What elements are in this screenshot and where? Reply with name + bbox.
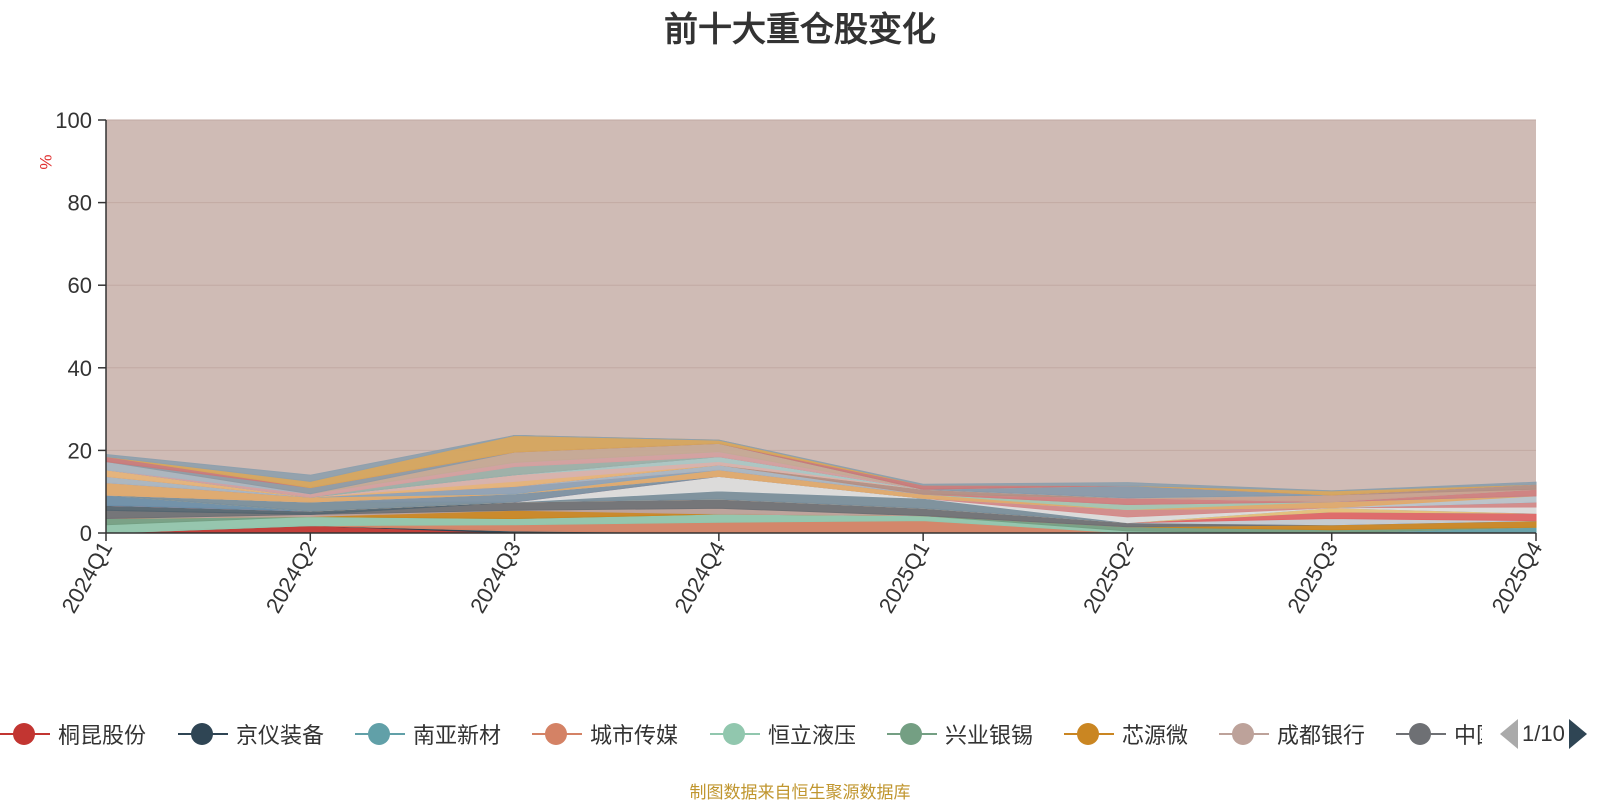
legend-label: 南亚新材 — [413, 723, 502, 748]
legend-marker-icon — [178, 719, 228, 749]
legend: 桐昆股份 京仪装备 南亚新材 城市传媒 恒立液压 兴业银锡 芯源微 成都银行 中国巨石 1/10 — [0, 714, 1600, 754]
legend-item-5[interactable]: 兴业银锡 — [887, 714, 1033, 754]
legend-label: 京仪装备 — [236, 723, 325, 748]
y-tick-label: 40 — [68, 356, 92, 381]
legend-next-page-button[interactable] — [1568, 719, 1587, 749]
legend-label: 芯源微 — [1122, 723, 1189, 748]
legend-marker-icon — [0, 719, 50, 749]
chart-title: 前十大重仓股变化 — [664, 11, 936, 49]
source-note: 制图数据来自恒生聚源数据库 — [689, 783, 911, 802]
legend-item-2[interactable]: 南亚新材 — [355, 714, 501, 754]
y-tick-label: 60 — [68, 273, 92, 298]
legend-item-6[interactable]: 芯源微 — [1064, 714, 1188, 754]
legend-marker-icon — [710, 719, 760, 749]
y-axis-label: % — [36, 154, 55, 169]
y-tick-label: 20 — [68, 438, 92, 463]
x-tick-label: 2025Q4 — [1487, 537, 1548, 617]
legend-label: 成都银行 — [1277, 723, 1366, 748]
legend-marker-icon — [1219, 719, 1269, 749]
legend-marker-icon — [1396, 719, 1446, 749]
legend-label: 桐昆股份 — [58, 723, 147, 748]
x-axis-ticks: 2024Q1 2024Q2 2024Q3 2024Q4 2025Q1 2025Q2 2025… — [57, 533, 1548, 617]
legend-marker-icon — [887, 719, 937, 749]
x-tick-label: 2025Q1 — [874, 537, 935, 617]
legend-page-indicator: 1/10 — [1522, 721, 1565, 746]
x-tick-label: 2025Q3 — [1282, 537, 1343, 617]
legend-label: 恒立液压 — [768, 723, 857, 748]
x-tick-label: 2024Q1 — [57, 537, 118, 617]
legend-marker-icon — [1064, 719, 1114, 749]
x-tick-label: 2024Q4 — [669, 537, 730, 617]
legend-item-4[interactable]: 恒立液压 — [710, 714, 856, 754]
y-tick-label: 80 — [68, 191, 92, 216]
legend-item-8[interactable]: 中国巨石 — [1396, 714, 1482, 754]
y-tick-label: 0 — [80, 521, 92, 546]
legend-item-7[interactable]: 成都银行 — [1219, 714, 1365, 754]
y-axis-ticks: 0 20 40 60 80 100 — [55, 108, 106, 546]
legend-pager: 1/10 — [1500, 714, 1587, 754]
legend-item-0[interactable]: 桐昆股份 — [0, 714, 146, 754]
area-series-group — [105, 435, 1537, 534]
legend-item-1[interactable]: 京仪装备 — [178, 714, 324, 754]
x-tick-label: 2024Q2 — [261, 537, 322, 617]
x-tick-label: 2024Q3 — [465, 537, 526, 617]
x-tick-label: 2025Q2 — [1078, 537, 1139, 617]
legend-label: 中国巨石 — [1454, 723, 1482, 748]
legend-prev-page-button[interactable] — [1500, 719, 1518, 749]
legend-items: 桐昆股份 京仪装备 南亚新材 城市传媒 恒立液压 兴业银锡 芯源微 成都银行 中国巨石 — [0, 714, 1482, 754]
legend-label: 兴业银锡 — [945, 723, 1034, 748]
axes — [105, 120, 1536, 534]
grid-lines — [106, 119, 1536, 451]
legend-item-3[interactable]: 城市传媒 — [532, 714, 678, 754]
legend-marker-icon — [532, 719, 582, 749]
legend-label: 城市传媒 — [590, 723, 679, 748]
area-series-37 — [105, 435, 1537, 492]
legend-marker-icon — [355, 719, 405, 749]
y-tick-label: 100 — [55, 108, 92, 133]
